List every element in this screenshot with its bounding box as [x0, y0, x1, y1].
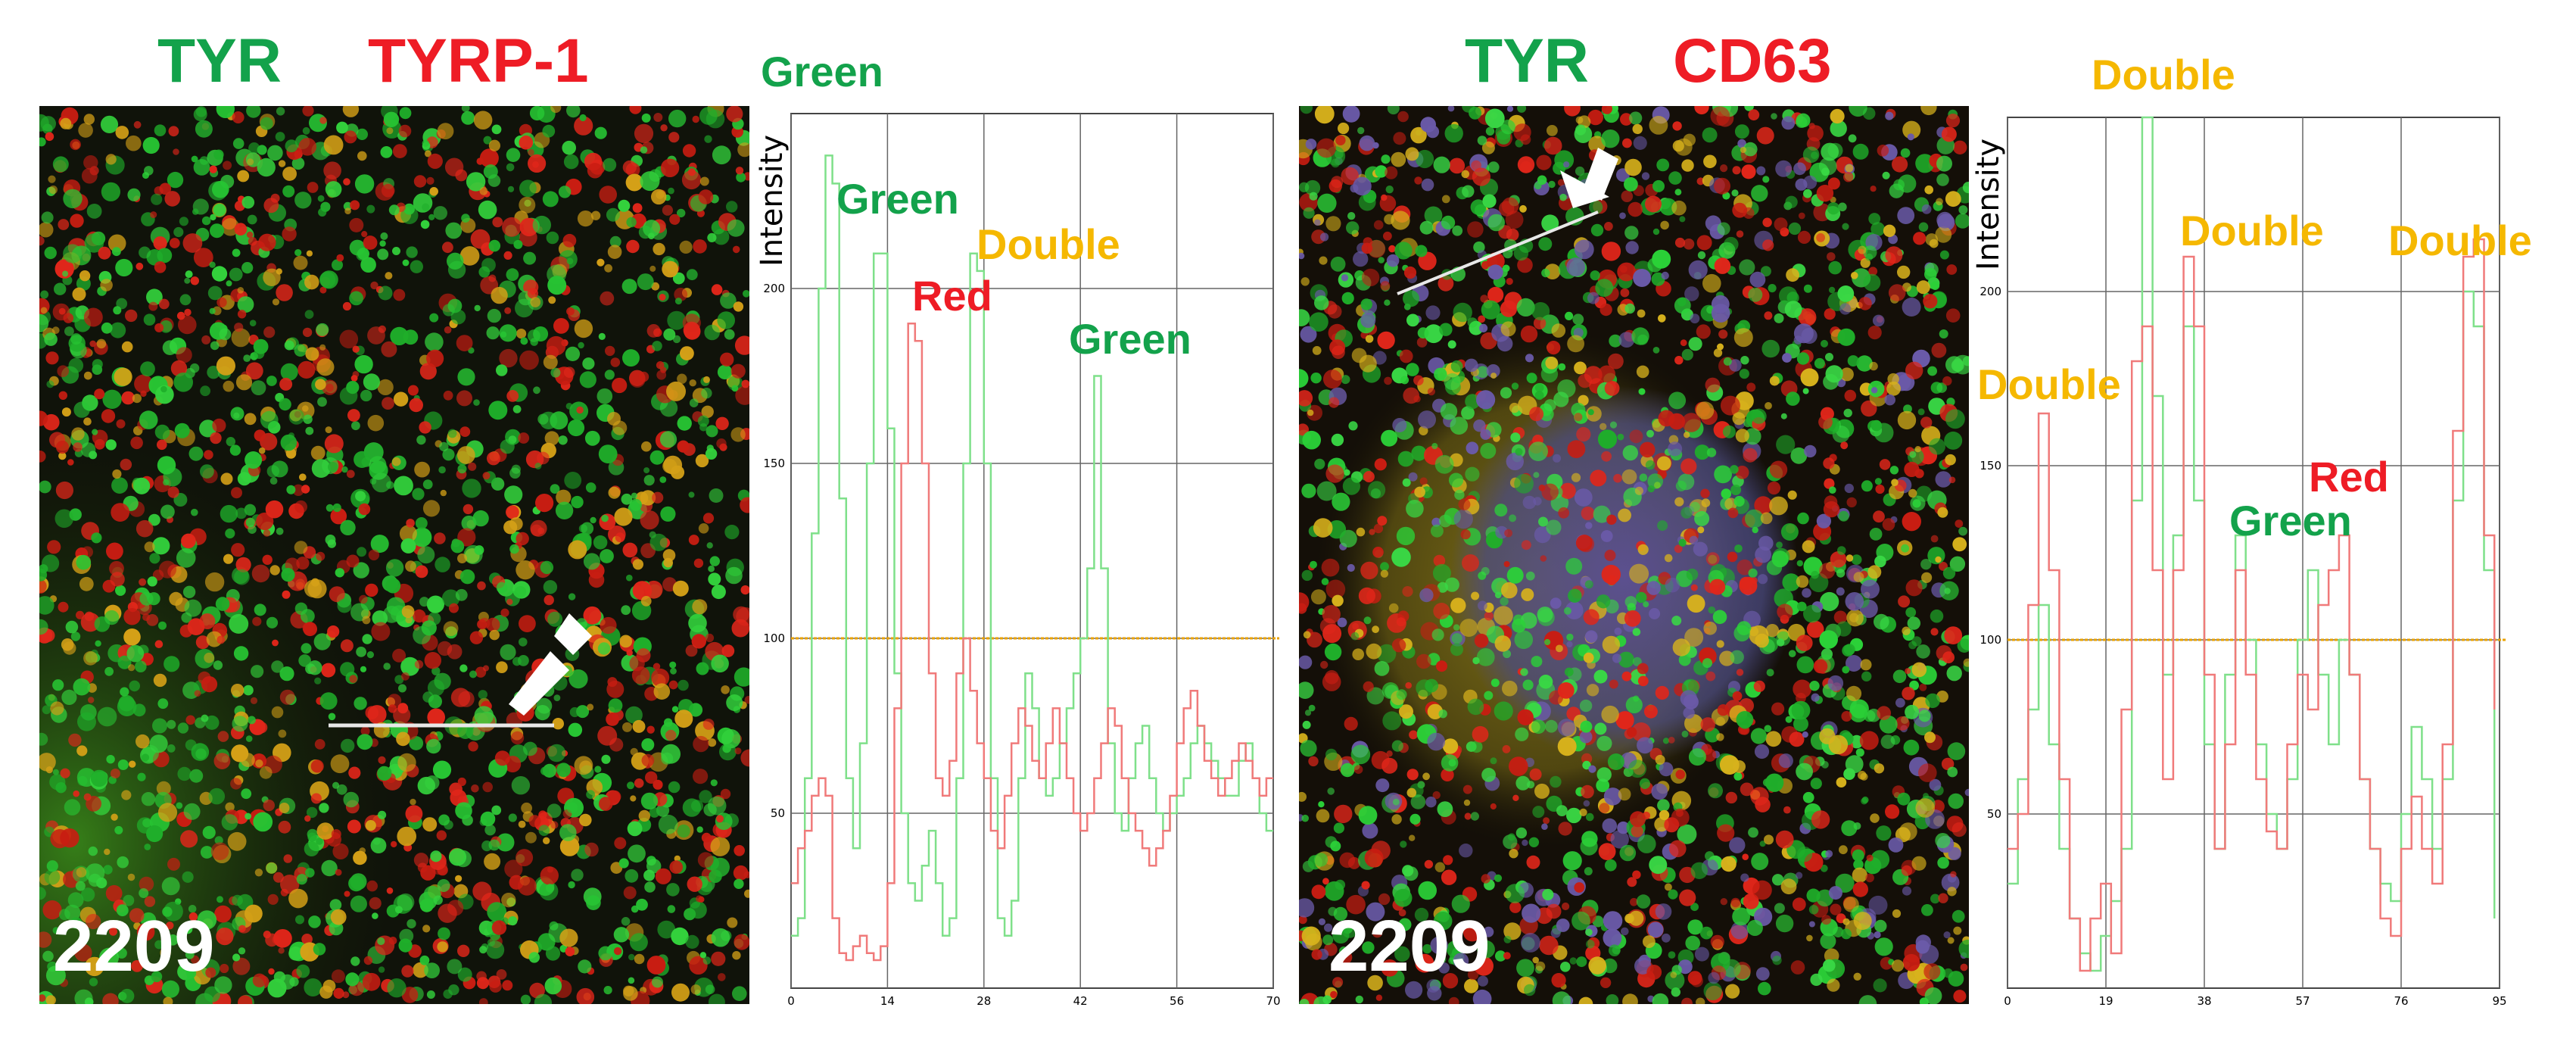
x-tick-label: 57 — [2295, 994, 2310, 1008]
y-tick-label: 100 — [763, 632, 785, 645]
x-tick-label: 38 — [2197, 994, 2211, 1008]
left-plot-heading: Green — [761, 48, 883, 95]
right-annot-double-1: Double — [1977, 360, 2121, 408]
left-annot-red: Red — [912, 272, 992, 320]
right-annot-double-2: Double — [2180, 207, 2324, 254]
x-tick-label: 95 — [2492, 994, 2506, 1008]
left-title-tyr: TYR — [157, 27, 282, 95]
right-scan-line — [1397, 211, 1599, 295]
y-tick-label: 100 — [1980, 633, 2001, 647]
right-microscopy-image — [1299, 106, 1969, 1004]
left-annot-double: Double — [977, 220, 1120, 268]
y-axis-label: Intensity — [755, 135, 790, 267]
x-tick-label: 28 — [977, 994, 991, 1008]
series-line-red — [791, 322, 1273, 962]
y-tick-label: 150 — [1980, 459, 2001, 472]
series-line-green — [791, 154, 1273, 937]
right-image-scale-label: 2209 — [1328, 906, 1490, 987]
left-microscopy-image — [39, 106, 749, 1004]
x-tick-label: 0 — [2004, 994, 2011, 1008]
x-tick-label: 42 — [1073, 994, 1088, 1008]
left-image-scale-label: 2209 — [53, 906, 215, 987]
y-tick-label: 200 — [1980, 285, 2001, 298]
series-line-red — [2008, 238, 2496, 972]
x-tick-label: 70 — [1266, 994, 1280, 1008]
right-annot-red: Red — [2309, 453, 2389, 501]
right-annot-double-3: Double — [2388, 217, 2532, 264]
left-annot-green-1: Green — [836, 175, 959, 223]
left-annot-green-2: Green — [1069, 315, 1191, 363]
right-plot-heading: Double — [2092, 51, 2235, 98]
y-axis-label: Intensity — [1971, 139, 2006, 270]
x-tick-label: 19 — [2098, 994, 2113, 1008]
y-tick-label: 50 — [1987, 807, 2001, 821]
left-intensity-plot: 50 100 150 200 0 14 28 42 56 70 Intensity — [749, 98, 1281, 1008]
y-tick-label: 150 — [763, 457, 785, 470]
right-title-cd63: CD63 — [1673, 27, 1832, 95]
y-tick-label: 200 — [763, 282, 785, 295]
right-arrow-icon — [1560, 148, 1618, 208]
x-tick-label: 0 — [787, 994, 795, 1008]
x-tick-label: 76 — [2394, 994, 2408, 1008]
left-title-tyrp1: TYRP-1 — [368, 27, 589, 95]
x-tick-label: 56 — [1170, 994, 1184, 1008]
right-annot-green: Green — [2229, 497, 2352, 544]
x-tick-label: 14 — [880, 994, 895, 1008]
right-title-tyr: TYR — [1465, 27, 1589, 95]
right-intensity-plot: 50 100 150 200 0 19 38 57 76 95 Intensity — [1968, 98, 2574, 1008]
y-tick-label: 50 — [771, 806, 785, 820]
left-arrow-icon — [509, 613, 592, 716]
